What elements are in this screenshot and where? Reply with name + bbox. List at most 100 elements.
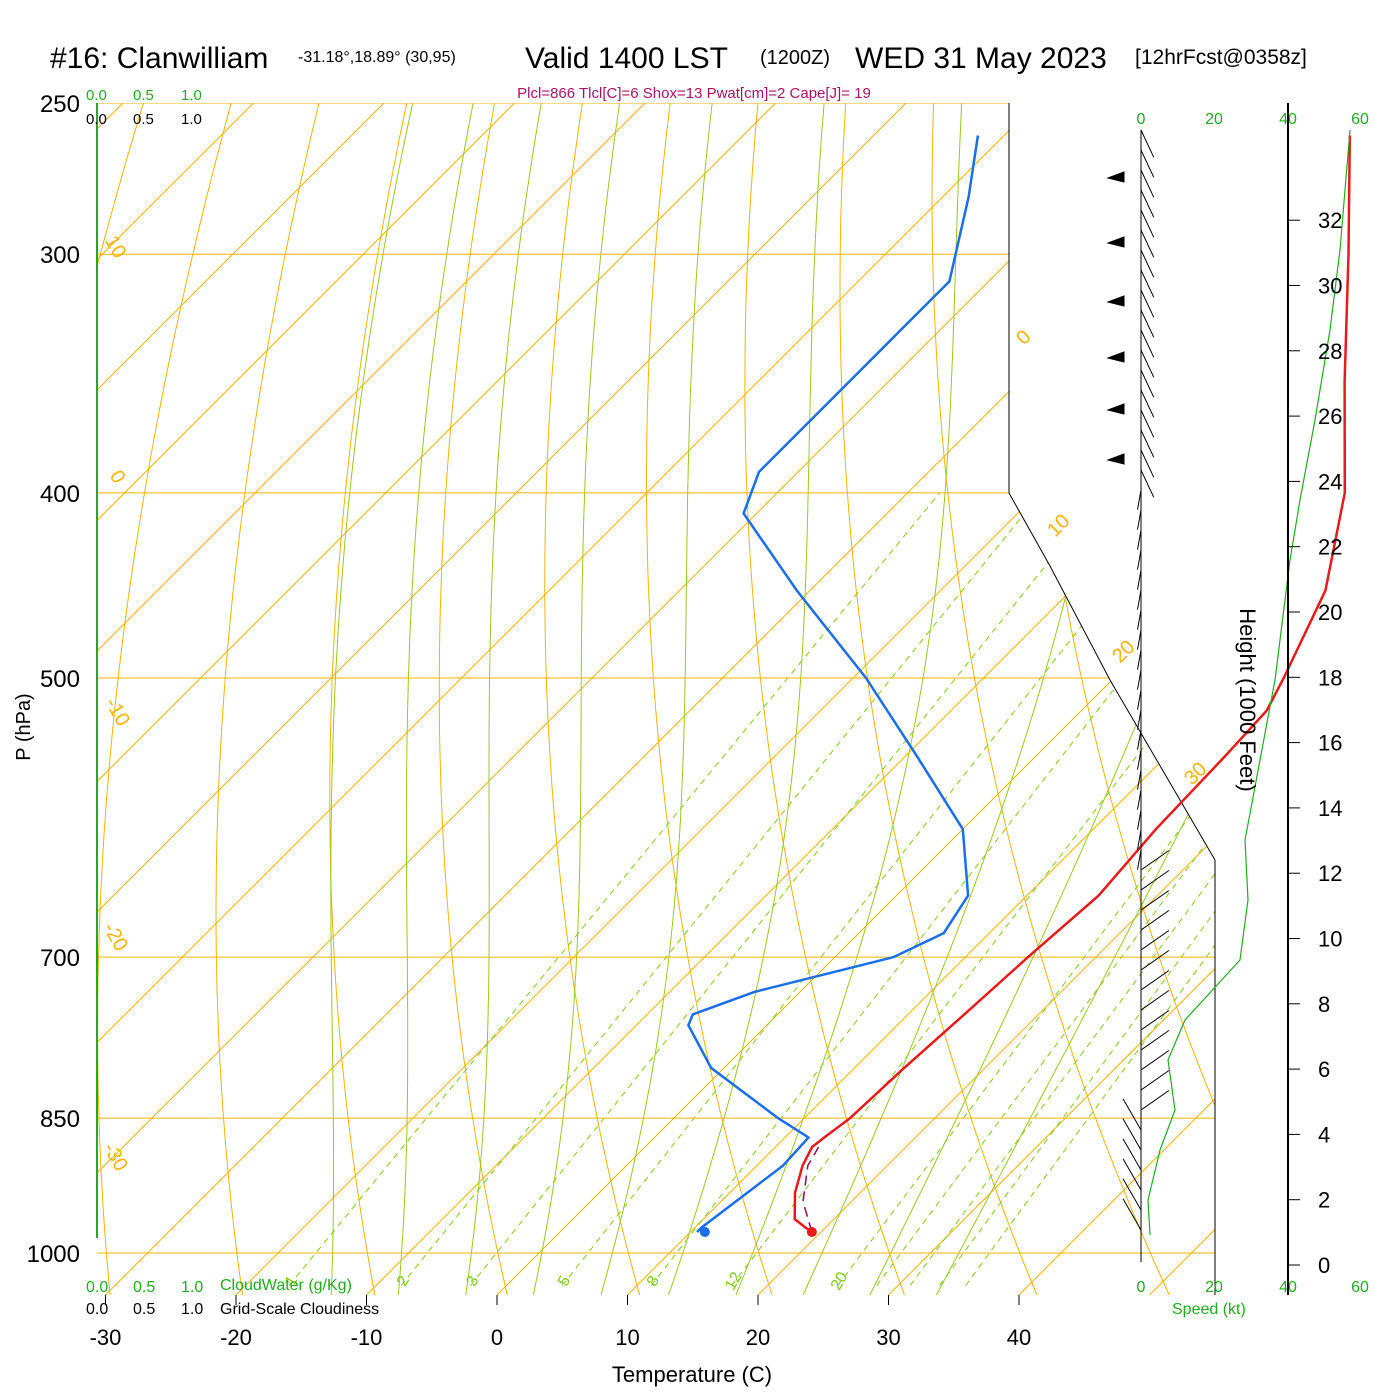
wind-pennant-3 [1106, 351, 1125, 363]
wind-barbs [1106, 129, 1170, 1231]
isotherm--80 [97, 103, 831, 1295]
wind-pennant-4 [1106, 403, 1125, 415]
wind-barb-32 [1137, 769, 1142, 790]
dry-adiabat-350 [1191, 103, 1215, 1295]
wind-barb-30 [1137, 729, 1142, 750]
wind-barb-19 [1137, 509, 1142, 530]
moist-adiabat-30 [850, 103, 1215, 1295]
wind-barb-16 [1140, 449, 1155, 478]
valid-zulu: (1200Z) [760, 47, 830, 69]
moist-adiabat-35 [916, 103, 1215, 1295]
wind-barb-0 [1140, 129, 1155, 158]
mixing-label-4: 8 [644, 1273, 663, 1289]
surface-temperature-point [806, 1226, 817, 1237]
x-tick-label--20: -20 [220, 1325, 252, 1350]
x-tick-label-20: 20 [746, 1325, 770, 1350]
cloud-bottom-green-0: 0.0 [86, 1279, 108, 1296]
cloud-bottom-black-2: 1.0 [181, 1301, 203, 1318]
mixing-ratio-20 [837, 492, 1215, 1286]
dry-adiabat-lines [97, 103, 1215, 1295]
speed-axis-label: Speed (kt) [1172, 1301, 1246, 1318]
wind-barb-37 [1140, 850, 1170, 871]
isotherm--30 [97, 103, 1215, 1295]
cloud-top-green-0: 0.0 [86, 87, 107, 104]
wind-barb-45 [1140, 1010, 1170, 1031]
height-tick-label-0: 0 [1318, 1253, 1330, 1278]
wind-barb-5 [1140, 229, 1155, 258]
wind-pennant-0 [1106, 171, 1125, 183]
wind-barb-35 [1137, 829, 1142, 850]
wind-barb-14 [1140, 409, 1155, 438]
isotherm--50 [97, 103, 1215, 1295]
moist-adiabat--5 [394, 103, 515, 1295]
mixing-ratio-labels: 1 2 3 5 8 12 20 [282, 1269, 852, 1293]
cloud-top-green-2: 1.0 [181, 87, 202, 104]
cloud-top-black-2: 1.0 [181, 111, 202, 128]
mixing-ratio-1 [288, 492, 941, 1286]
wind-pennant-1 [1106, 236, 1125, 248]
cloud-scale-bottom: 0.0 0.5 1.0 CloudWater (g/Kg) 0.0 0.5 1.… [86, 1277, 379, 1318]
wind-barb-34 [1137, 809, 1142, 830]
dry-adiabat-300 [744, 103, 919, 1295]
height-tick-label-26: 26 [1318, 404, 1342, 429]
isotherm--130 [97, 103, 178, 1295]
wind-barb-46 [1140, 1030, 1170, 1051]
dry-adiabat-330 [1020, 103, 1215, 1295]
height-tick-label-30: 30 [1318, 274, 1342, 299]
wind-barb-53 [1122, 1158, 1142, 1191]
wind-barb-17 [1140, 469, 1155, 498]
dry-adiabat-260 [329, 103, 452, 1295]
isotherm-label-6: 10 [1043, 510, 1074, 541]
wind-barb-8 [1140, 289, 1155, 318]
moist-adiabat-25 [785, 103, 1140, 1295]
speed-top-60: 60 [1351, 111, 1369, 128]
temperature-trace [793, 135, 1352, 1234]
height-tick-label-12: 12 [1318, 861, 1342, 886]
wind-barb-1 [1140, 149, 1155, 178]
wind-barb-40 [1140, 910, 1170, 931]
x-tick-label-40: 40 [1007, 1325, 1031, 1350]
moist-adiabat--10 [328, 103, 458, 1295]
wind-barb-22 [1137, 569, 1142, 590]
mixing-label-1: 2 [394, 1273, 413, 1289]
cloud-scale-top: 0.0 0.5 1.0 0.0 0.5 1.0 [86, 87, 202, 128]
wind-barb-31 [1137, 749, 1142, 770]
moist-adiabat-15 [655, 103, 845, 1295]
dewpoint-trace [687, 135, 980, 1233]
wind-barb-52 [1122, 1138, 1142, 1171]
x-tick-label-30: 30 [876, 1325, 900, 1350]
cloud-bottom-green-1: 0.5 [133, 1279, 155, 1296]
mixing-ratio-12 [731, 492, 1215, 1286]
sounding-indices: Plcl=866 Tlcl[C]=6 Shox=13 Pwat[cm]=2 Ca… [517, 85, 871, 102]
moist-adiabat-10 [589, 103, 740, 1295]
isobar-lines [97, 103, 1215, 1254]
isotherm--60 [97, 103, 1092, 1295]
dry-adiabat-240 [97, 103, 287, 1295]
height-tick-label-4: 4 [1318, 1122, 1330, 1147]
x-tick-label-0: 0 [491, 1325, 503, 1350]
wind-barb-44 [1140, 990, 1170, 1011]
cloud-top-green-1: 0.5 [133, 87, 154, 104]
height-tick-label-2: 2 [1318, 1188, 1330, 1213]
speed-bottom-20: 20 [1205, 1279, 1223, 1296]
wind-barb-47 [1140, 1050, 1170, 1071]
height-tick-label-10: 10 [1318, 927, 1342, 952]
mixing-label-2: 3 [463, 1273, 482, 1289]
wind-barb-13 [1140, 389, 1155, 418]
p-tick-label-1000: 1000 [27, 1241, 80, 1268]
x-axis-ticks: -30 -20 -10 0 10 20 30 40 [90, 1295, 1031, 1350]
isotherm--110 [97, 103, 439, 1295]
isotherm-label-4: -30 [98, 1139, 132, 1175]
height-tick-label-22: 22 [1318, 535, 1342, 560]
wind-barb-41 [1140, 930, 1170, 951]
isotherm-label-2: -10 [100, 694, 134, 730]
isotherm-label-1: 0 [105, 467, 130, 488]
station-title: #16: Clanwilliam [50, 42, 268, 75]
wind-barb-28 [1137, 689, 1142, 710]
wind-barb-11 [1140, 349, 1155, 378]
x-tick-label--30: -30 [90, 1325, 122, 1350]
plot-border [1008, 103, 1216, 1295]
wind-barb-33 [1137, 789, 1142, 810]
moist-adiabat-5 [524, 103, 653, 1295]
dry-adiabat-270 [438, 103, 534, 1295]
